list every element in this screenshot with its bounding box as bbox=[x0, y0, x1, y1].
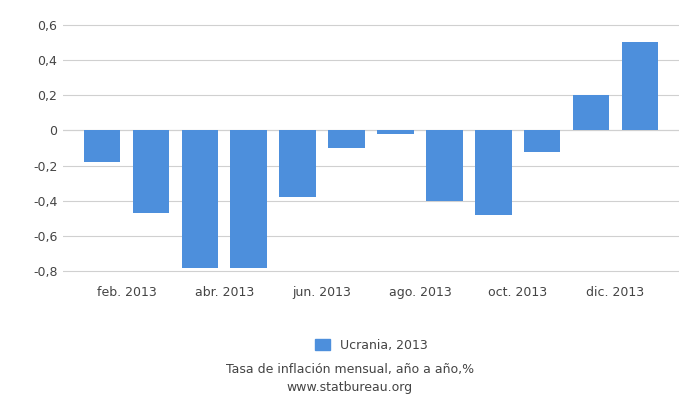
Text: www.statbureau.org: www.statbureau.org bbox=[287, 382, 413, 394]
Bar bbox=[377, 130, 414, 134]
Bar bbox=[133, 130, 169, 213]
Bar bbox=[622, 42, 658, 130]
Bar bbox=[328, 130, 365, 148]
Bar bbox=[573, 95, 609, 130]
Bar bbox=[524, 130, 561, 152]
Legend: Ucrania, 2013: Ucrania, 2013 bbox=[309, 334, 433, 357]
Bar bbox=[181, 130, 218, 268]
Bar bbox=[230, 130, 267, 268]
Bar bbox=[426, 130, 463, 201]
Bar bbox=[475, 130, 512, 215]
Text: Tasa de inflación mensual, año a año,%: Tasa de inflación mensual, año a año,% bbox=[226, 364, 474, 376]
Bar bbox=[84, 130, 120, 162]
Bar bbox=[279, 130, 316, 197]
